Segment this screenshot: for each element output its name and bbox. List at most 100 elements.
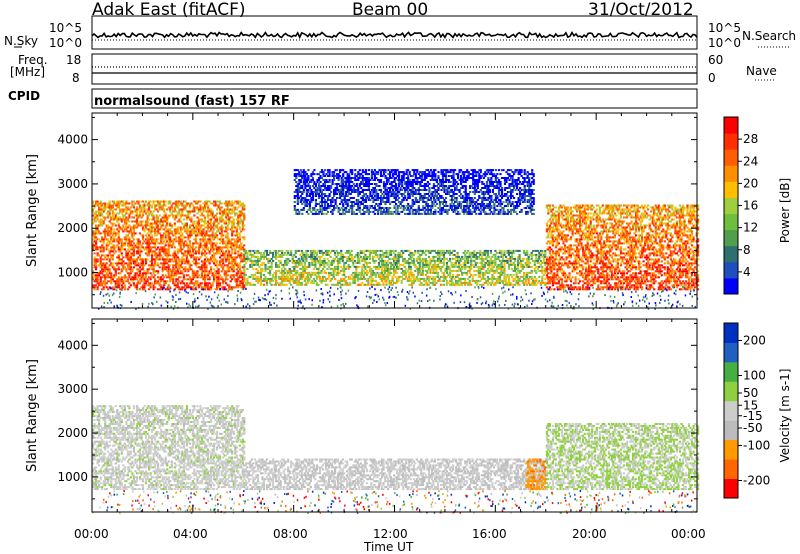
scatter-cell [491, 280, 493, 282]
scatter-cell [107, 244, 109, 246]
scatter-cell [337, 270, 339, 272]
scatter-cell [428, 266, 430, 268]
scatter-cell [301, 187, 303, 189]
scatter-cell [503, 254, 505, 256]
scatter-cell [133, 250, 135, 252]
scatter-cell [354, 278, 356, 280]
scatter-cell [357, 276, 359, 278]
scatter-cell [174, 268, 176, 270]
scatter-cell [113, 238, 115, 240]
scatter-cell [221, 203, 223, 205]
scatter-cell [263, 254, 265, 256]
scatter-cell [275, 250, 277, 252]
scatter-cell [333, 179, 335, 181]
scatter-cell [426, 282, 428, 284]
scatter-cell [473, 266, 475, 268]
scatter-cell [286, 274, 288, 276]
scatter-cell [332, 197, 334, 199]
scatter-cell [221, 225, 223, 227]
scatter-cell [449, 274, 451, 276]
scatter-cell [212, 230, 214, 232]
scatter-cell [139, 266, 141, 268]
scatter-cell [221, 248, 223, 250]
scatter-cell [118, 232, 120, 234]
scatter-cell [243, 260, 245, 262]
scatter-cell [154, 207, 156, 209]
scatter-cell [225, 288, 227, 290]
scatter-cell [330, 280, 332, 282]
scatter-cell [174, 234, 176, 236]
scatter-cell [147, 221, 149, 223]
scatter-cell [466, 252, 468, 254]
scatter-cell [263, 252, 265, 254]
scatter-cell [143, 228, 145, 230]
scatter-cell [333, 262, 335, 264]
scatter-cell [165, 274, 167, 276]
scatter-cell [336, 193, 338, 195]
scatter-cell [532, 278, 534, 280]
scatter-cell [209, 223, 211, 225]
scatter-cell [212, 227, 214, 229]
scatter-cell [157, 238, 159, 240]
scatter-cell [375, 252, 377, 254]
scatter-cell [157, 246, 159, 248]
scatter-cell [385, 284, 387, 286]
scatter-cell [506, 274, 508, 276]
scatter-cell [417, 274, 419, 276]
scatter-cell [137, 238, 139, 240]
scatter-cell [242, 246, 244, 248]
scatter-cell [104, 236, 106, 238]
scatter-cell [390, 254, 392, 256]
scatter-cell [408, 276, 410, 278]
scatter-cell [309, 195, 311, 197]
scatter-cell [257, 256, 259, 258]
scatter-cell [313, 169, 315, 171]
scatter-cell [419, 262, 421, 264]
scatter-cell [221, 207, 223, 209]
scatter-cell [324, 193, 326, 195]
scatter-cell [500, 252, 502, 254]
scatter-cell [118, 205, 120, 207]
scatter-cell [500, 264, 502, 266]
scatter-cell [467, 258, 469, 260]
scatter-cell [370, 276, 372, 278]
scatter-cell [213, 228, 215, 230]
scatter-cell [139, 272, 141, 274]
scatter-cell [236, 213, 238, 215]
scatter-cell [212, 244, 214, 246]
scatter-cell [121, 270, 123, 272]
scatter-cell [115, 270, 117, 272]
scatter-cell [107, 274, 109, 276]
scatter-cell [110, 228, 112, 230]
scatter-cell [309, 207, 311, 209]
scatter-cell [242, 221, 244, 223]
scatter-cell [202, 211, 204, 213]
scatter-cell [437, 264, 439, 266]
scatter-cell [234, 260, 236, 262]
scatter-cell [227, 278, 229, 280]
scatter-cell [133, 234, 135, 236]
scatter-cell [122, 227, 124, 229]
scatter-cell [192, 225, 194, 227]
scatter-cell [213, 278, 215, 280]
scatter-cell [413, 254, 415, 256]
scatter-cell [300, 195, 302, 197]
scatter-cell [382, 282, 384, 284]
scatter-cell [239, 217, 241, 219]
scatter-cell [313, 187, 315, 189]
scatter-cell [189, 266, 191, 268]
scatter-cell [142, 221, 144, 223]
scatter-cell [142, 236, 144, 238]
scatter-cell [242, 203, 244, 205]
scatter-cell [423, 284, 425, 286]
scatter-cell [106, 262, 108, 264]
scatter-cell [323, 264, 325, 266]
scatter-cell [514, 258, 516, 260]
scatter-cell [177, 252, 179, 254]
scatter-cell [496, 270, 498, 272]
scatter-cell [469, 280, 471, 282]
scatter-cell [307, 276, 309, 278]
scatter-cell [233, 268, 235, 270]
scatter-cell [378, 262, 380, 264]
scatter-cell [162, 225, 164, 227]
